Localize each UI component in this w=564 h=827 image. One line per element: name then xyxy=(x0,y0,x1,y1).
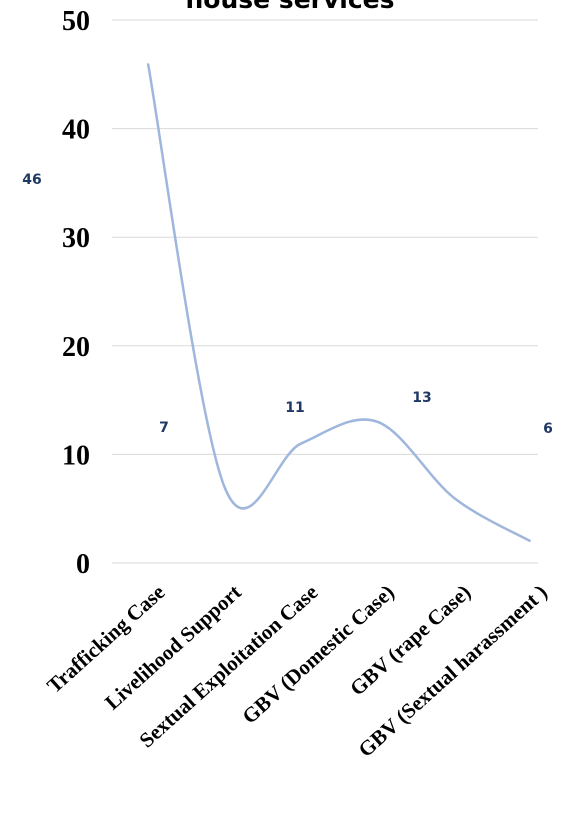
data-label: 11 xyxy=(285,400,304,416)
series-line xyxy=(146,63,532,543)
y-tick-label: 20 xyxy=(62,332,90,363)
data-labels: 46 7 11 13 6 xyxy=(22,172,553,437)
data-label: 6 xyxy=(543,421,553,437)
data-label: 7 xyxy=(159,420,169,436)
y-tick-label: 10 xyxy=(62,440,90,471)
x-tick-label: GBV (Domestic Case) xyxy=(237,580,398,729)
y-tick-label: 50 xyxy=(62,6,90,37)
data-label: 13 xyxy=(412,390,431,406)
chart-title: house services xyxy=(186,0,395,14)
gridlines xyxy=(112,19,538,564)
y-axis-ticks: 0 10 20 30 40 50 xyxy=(62,6,90,580)
y-tick-label: 40 xyxy=(62,115,90,146)
x-tick-label: Livelihood Support xyxy=(100,580,246,715)
y-tick-label: 30 xyxy=(62,223,90,254)
data-label: 46 xyxy=(22,172,41,188)
y-tick-label: 0 xyxy=(76,549,90,580)
